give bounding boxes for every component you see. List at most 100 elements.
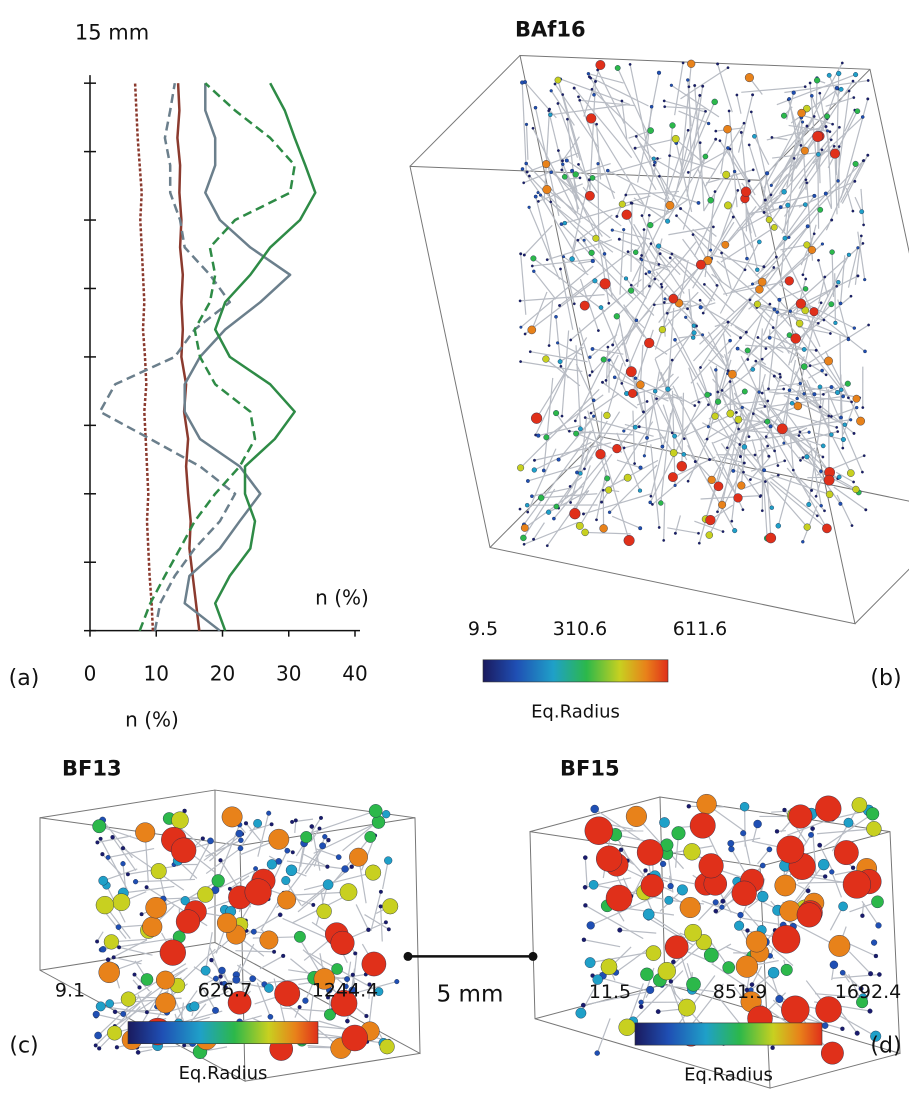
pore	[771, 224, 778, 231]
throat	[766, 126, 827, 141]
pore	[762, 265, 766, 269]
throat	[315, 848, 339, 858]
pore	[272, 949, 277, 954]
pore	[642, 454, 646, 458]
pore	[852, 96, 856, 100]
box-edge	[244, 1052, 421, 1082]
pore	[816, 152, 821, 157]
panel-title: BF15	[560, 756, 620, 780]
pore	[713, 908, 719, 914]
pore	[805, 181, 809, 185]
throat	[833, 486, 867, 511]
pore	[747, 179, 751, 183]
throat	[541, 493, 598, 499]
pore	[309, 824, 315, 829]
throat	[643, 158, 659, 215]
pore	[771, 326, 775, 329]
pore	[572, 302, 576, 306]
throat	[285, 880, 302, 906]
pore	[804, 277, 808, 281]
throat	[137, 1048, 153, 1053]
throat	[674, 62, 684, 116]
pore	[721, 530, 725, 533]
throat	[533, 522, 545, 540]
pore	[836, 474, 842, 480]
x-tick-label: 20	[210, 662, 235, 686]
pore	[734, 920, 745, 931]
pore	[742, 461, 746, 465]
pore	[821, 455, 825, 459]
pore	[802, 392, 806, 396]
pore	[726, 66, 730, 70]
pore	[297, 1005, 302, 1010]
pore	[808, 364, 812, 368]
throat	[703, 283, 735, 313]
pore	[533, 105, 538, 110]
pore	[573, 419, 577, 423]
throat	[680, 63, 692, 172]
pore	[686, 977, 701, 992]
pore	[606, 168, 610, 173]
throat	[688, 151, 727, 173]
throat	[840, 98, 869, 199]
pore	[525, 503, 530, 508]
pore	[846, 337, 851, 342]
throat	[560, 223, 635, 300]
pore	[558, 304, 562, 308]
box-edge	[529, 796, 661, 833]
throat	[793, 314, 849, 399]
pore	[642, 908, 655, 921]
pore	[696, 259, 706, 270]
pore	[105, 957, 111, 963]
pore	[814, 494, 818, 498]
throat	[751, 439, 773, 508]
pore	[740, 830, 747, 837]
throat	[545, 358, 581, 387]
pore	[769, 183, 773, 187]
throat	[650, 243, 685, 294]
throat	[578, 327, 593, 372]
pore	[763, 404, 767, 408]
pore	[829, 385, 834, 390]
pore	[810, 488, 814, 492]
pore	[767, 454, 771, 458]
throat	[571, 239, 578, 260]
throat	[841, 154, 869, 204]
throat	[688, 86, 692, 166]
pore	[549, 170, 554, 174]
throat	[204, 932, 213, 971]
pore	[604, 475, 611, 482]
pore	[862, 223, 865, 227]
pore	[776, 423, 788, 435]
throat	[857, 231, 866, 280]
throat	[653, 164, 681, 209]
pore	[808, 832, 814, 838]
pore	[861, 241, 865, 245]
pore	[227, 886, 232, 891]
pore	[823, 275, 827, 279]
pore	[758, 495, 762, 498]
pore	[647, 213, 651, 217]
throat	[699, 324, 730, 368]
throat	[648, 913, 686, 939]
throat	[819, 844, 835, 874]
pore	[211, 874, 225, 888]
pore	[561, 162, 565, 167]
pore	[720, 898, 726, 904]
throat	[355, 904, 369, 931]
pore	[617, 927, 623, 933]
throat	[788, 356, 805, 391]
pore	[775, 255, 778, 259]
pore	[855, 405, 859, 410]
pore	[95, 1001, 106, 1012]
throat	[750, 460, 785, 472]
throat	[692, 234, 728, 297]
x-tick-label: 10	[144, 662, 169, 686]
throat	[815, 432, 844, 441]
pore	[382, 810, 391, 819]
pore	[686, 307, 689, 311]
x-tick-label: 30	[276, 662, 301, 686]
pore	[644, 337, 655, 349]
pore	[709, 248, 713, 252]
throat	[281, 1007, 334, 1013]
